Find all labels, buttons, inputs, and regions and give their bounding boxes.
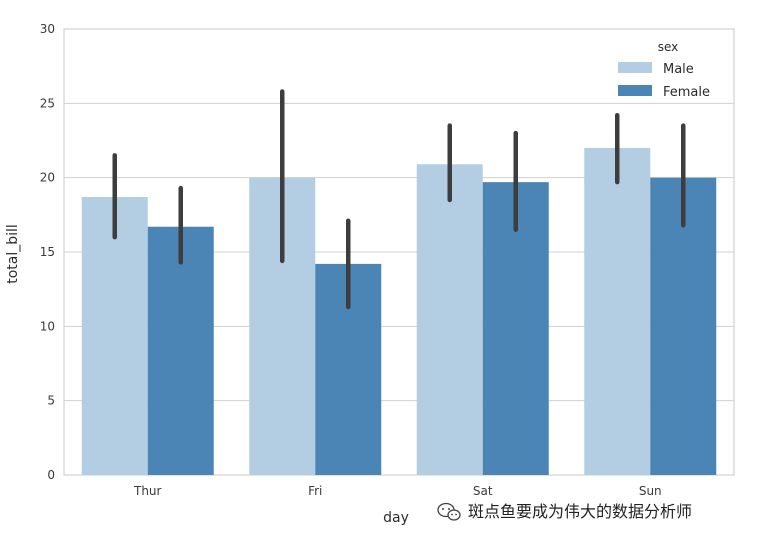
legend-title: sex [658, 40, 679, 54]
bar-male-thur [81, 196, 148, 475]
x-tick-label: Thur [133, 484, 162, 498]
y-tick-label: 5 [47, 394, 55, 408]
legend-label-male: Male [663, 62, 694, 77]
x-tick-label: Sat [473, 484, 493, 498]
legend-swatch-male [618, 62, 652, 73]
bar-male-sat [416, 164, 483, 475]
x-tick-label: Fri [308, 484, 322, 498]
y-axis-label: total_bill [5, 224, 21, 284]
watermark-text: 斑点鱼要成为伟大的数据分析师 [468, 502, 692, 521]
wechat-icon [437, 502, 461, 521]
legend-label-female: Female [663, 85, 710, 100]
y-tick-label: 25 [40, 96, 55, 110]
y-tick-labels: 0 5 10 15 20 25 30 [40, 22, 55, 482]
x-tick-label: Sun [639, 484, 662, 498]
legend-swatch-female [618, 85, 652, 96]
x-axis-label: day [383, 510, 409, 526]
legend: sex Male Female [618, 40, 710, 100]
y-tick-label: 15 [40, 245, 55, 259]
y-tick-label: 10 [40, 319, 55, 333]
error-bars [112, 89, 686, 310]
bar-male-sun [584, 147, 651, 475]
y-tick-label: 30 [40, 22, 55, 36]
bar-female-thur [147, 226, 214, 475]
bars [81, 147, 717, 476]
y-tick-label: 0 [47, 468, 55, 482]
x-tick-labels: Thur Fri Sat Sun [133, 484, 662, 498]
watermark: 斑点鱼要成为伟大的数据分析师 [437, 502, 692, 521]
y-tick-label: 20 [40, 171, 55, 185]
